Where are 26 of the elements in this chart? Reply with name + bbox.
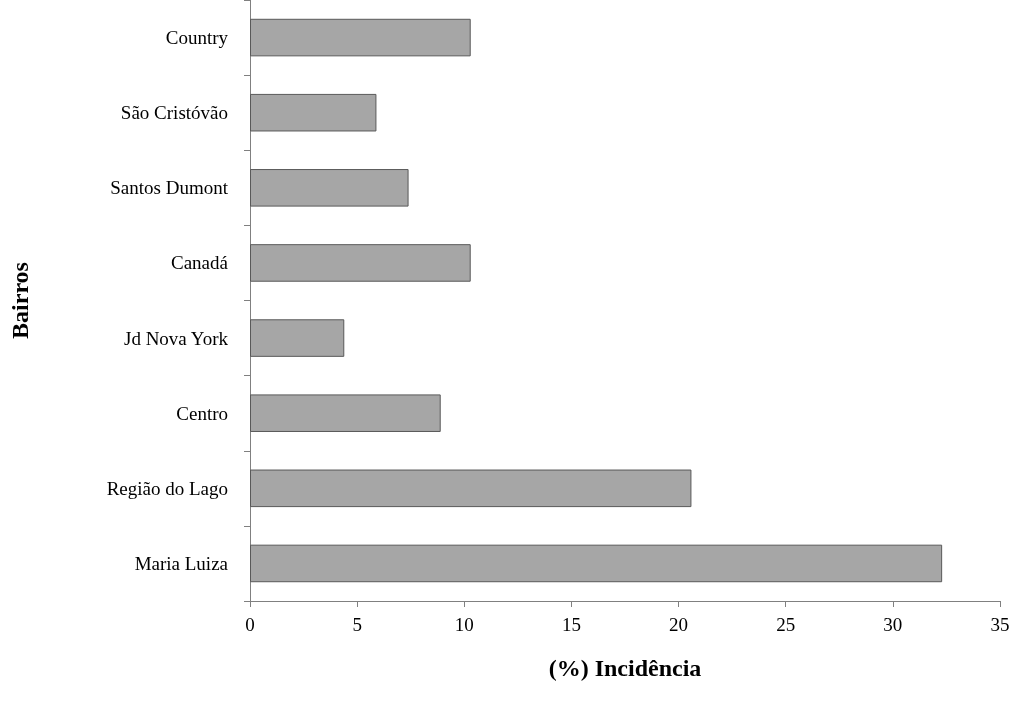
y-tick-label: Canadá [171,252,229,274]
y-tick-label: Santos Dumont [110,177,229,199]
bar [250,18,471,57]
y-tick-label: Jd Nova York [124,327,229,349]
bar [250,93,377,132]
bar [250,319,345,357]
bar [250,244,471,282]
y-tick-label: Região do Lago [106,477,228,499]
x-tick-label: 30 [883,614,903,635]
bar [250,544,943,583]
x-tick-label: 20 [669,614,689,635]
x-tick-label: 0 [245,614,255,635]
x-tick-label: 5 [352,614,362,635]
x-tick-label: 10 [454,614,474,635]
bar [250,394,441,432]
y-axis-title: Bairros [7,262,33,339]
y-tick-label: São Cristóvão [120,102,228,124]
x-axis-title: (%) Incidência [548,655,702,681]
x-tick-label: 15 [561,614,581,635]
bar [250,469,692,508]
bar [250,169,409,207]
y-tick-label: Country [165,27,229,49]
x-tick-label: 35 [990,614,1010,635]
y-tick-label: Maria Luiza [134,552,229,574]
y-tick-label: Centro [176,402,228,424]
x-tick-label: 25 [776,614,796,635]
